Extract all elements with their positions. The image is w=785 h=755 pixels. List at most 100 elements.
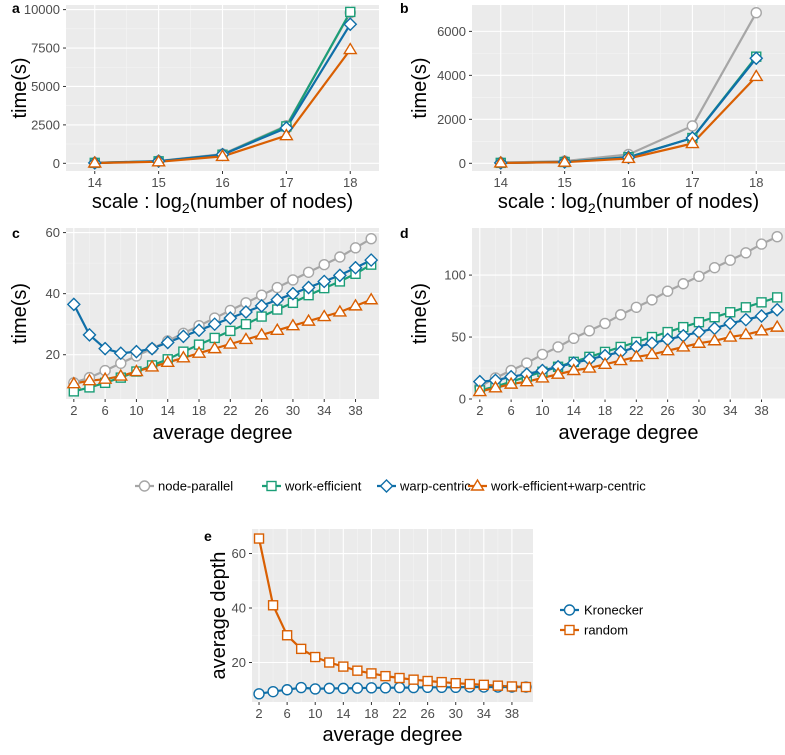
data-point-work-efficient+warp-centric xyxy=(685,136,700,149)
data-point-node-parallel xyxy=(740,247,752,259)
data-point-node-parallel xyxy=(661,285,674,297)
data-point-warp-centric xyxy=(301,280,316,295)
panel-a: a 14 15 16 17 18 0 2500 5000 7500 10000 scale : log… xyxy=(9,0,379,216)
x-tick-label: 15 xyxy=(557,175,571,190)
legend-e: Kronecker random xyxy=(560,603,644,638)
x-tick-label: 22 xyxy=(223,403,237,418)
data-point-node-parallel xyxy=(521,357,533,369)
x-tick-label: 18 xyxy=(598,403,612,418)
data-point-work-efficient+warp-centric xyxy=(582,360,597,373)
data-point-work-efficient+warp-centric xyxy=(238,332,254,345)
x-tick-label: 26 xyxy=(254,403,268,418)
data-point-work-efficient+warp-centric xyxy=(769,319,785,332)
plot-background xyxy=(472,228,785,399)
x-axis-title: average degree xyxy=(558,422,698,444)
x-tick-label: 26 xyxy=(660,403,674,418)
data-point-work-efficient+warp-centric xyxy=(82,373,97,386)
legend-main: node-parallel work-efficient warp-centric w… xyxy=(135,479,646,494)
data-point-node-parallel xyxy=(552,341,564,353)
data-point-warp-centric xyxy=(254,298,269,313)
data-point-work-efficient xyxy=(771,292,783,303)
y-tick-label: 4000 xyxy=(437,68,466,83)
y-tick-label: 40 xyxy=(46,286,60,301)
data-point-work-efficient+warp-centric xyxy=(566,363,581,376)
data-point-work-efficient xyxy=(225,325,236,337)
x-tick-label: 18 xyxy=(343,175,357,190)
data-point-work-efficient+warp-centric xyxy=(223,336,238,349)
data-point-work-efficient+warp-centric xyxy=(597,356,613,370)
data-point-warp-centric xyxy=(160,335,175,350)
data-point-work-efficient xyxy=(345,6,356,18)
data-point-node-parallel xyxy=(583,325,596,337)
x-tick-label: 38 xyxy=(505,706,519,721)
data-point-work-efficient+warp-centric xyxy=(550,366,566,379)
data-point-random xyxy=(478,679,490,691)
data-point-node-parallel xyxy=(686,120,699,132)
data-point-warp-centric xyxy=(270,292,285,307)
data-point-warp-centric xyxy=(223,311,238,326)
x-tick-label: 15 xyxy=(151,175,165,190)
legend-label: node-parallel xyxy=(158,479,233,494)
data-point-work-efficient+warp-centric xyxy=(207,341,222,354)
data-point-work-efficient xyxy=(256,311,267,322)
data-point-node-parallel xyxy=(677,278,689,290)
data-point-Kronecker xyxy=(351,682,364,694)
data-point-work-efficient+warp-centric xyxy=(613,353,628,366)
data-point-work-efficient+warp-centric xyxy=(557,154,572,167)
data-point-work-efficient xyxy=(209,332,220,344)
legend-label: warp-centric xyxy=(399,479,471,494)
data-point-random xyxy=(267,600,279,611)
data-point-work-efficient+warp-centric xyxy=(535,370,550,383)
data-point-work-efficient+warp-centric xyxy=(176,350,191,363)
data-point-work-efficient+warp-centric xyxy=(113,368,129,381)
legend-key-circle-icon xyxy=(138,480,151,492)
data-point-warp-centric xyxy=(348,260,363,275)
x-tick-label: 10 xyxy=(308,706,322,721)
data-point-warp-centric xyxy=(82,327,97,342)
legend-key-square-icon xyxy=(564,624,575,636)
y-tick-label: 0 xyxy=(459,392,466,407)
x-axis-title: average degree xyxy=(152,422,292,444)
y-tick-label: 20 xyxy=(46,347,60,362)
x-axis-title: average degree xyxy=(322,724,462,746)
panel-label-c: c xyxy=(12,225,20,241)
x-tick-label: 6 xyxy=(284,706,291,721)
data-point-work-efficient+warp-centric xyxy=(316,309,332,322)
legend-label: random xyxy=(584,623,628,638)
panel-label-b: b xyxy=(400,0,409,16)
data-point-random xyxy=(394,672,405,684)
x-tick-label: 30 xyxy=(692,403,706,418)
x-tick-label: 30 xyxy=(286,403,300,418)
x-tick-label: 14 xyxy=(160,403,174,418)
y-tick-label: 5000 xyxy=(31,79,60,94)
data-point-node-parallel xyxy=(614,309,627,321)
data-point-Kronecker xyxy=(295,681,307,694)
x-tick-label: 34 xyxy=(477,706,491,721)
data-point-work-efficient+warp-centric xyxy=(493,155,508,168)
y-tick-label: 60 xyxy=(46,225,60,240)
data-point-node-parallel xyxy=(318,258,330,271)
data-point-Kronecker xyxy=(267,685,279,698)
plot-background xyxy=(252,529,533,702)
x-tick-label: 18 xyxy=(364,706,378,721)
x-tick-label: 30 xyxy=(448,706,462,721)
data-point-work-efficient+warp-centric xyxy=(738,327,754,340)
data-point-node-parallel xyxy=(646,294,658,306)
data-point-random xyxy=(281,630,293,641)
legend-key-triangle-icon xyxy=(470,478,485,491)
data-point-node-parallel xyxy=(568,332,580,344)
y-tick-label: 0 xyxy=(459,156,466,171)
x-tick-label: 38 xyxy=(348,403,362,418)
data-point-work-efficient+warp-centric xyxy=(749,69,764,82)
panel-b: b 14 15 16 17 18 0 2000 4000 6000 scale : log2(num… xyxy=(400,0,785,216)
data-point-random xyxy=(295,643,307,655)
x-tick-label: 14 xyxy=(494,175,508,190)
x-tick-label: 6 xyxy=(102,403,109,418)
data-point-random xyxy=(338,661,349,672)
data-point-work-efficient+warp-centric xyxy=(363,292,379,305)
data-point-work-efficient+warp-centric xyxy=(254,327,269,340)
data-point-Kronecker xyxy=(323,682,335,695)
y-tick-label: 0 xyxy=(53,156,60,171)
